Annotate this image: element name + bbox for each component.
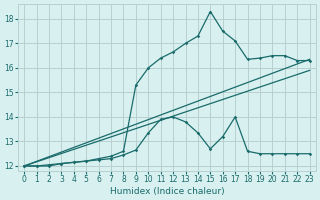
X-axis label: Humidex (Indice chaleur): Humidex (Indice chaleur) (109, 187, 224, 196)
